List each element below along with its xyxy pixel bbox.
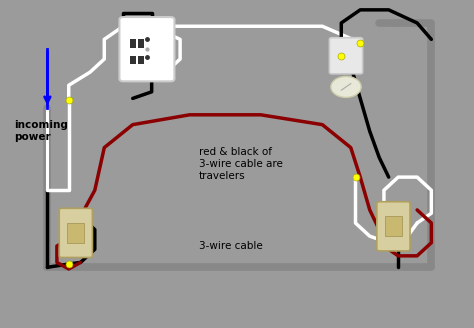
Text: incoming
power: incoming power bbox=[14, 120, 68, 142]
FancyBboxPatch shape bbox=[119, 17, 174, 81]
Text: red & black of
3-wire cable are
travelers: red & black of 3-wire cable are traveler… bbox=[199, 147, 283, 181]
FancyBboxPatch shape bbox=[377, 202, 410, 251]
Bar bbox=[385, 216, 402, 236]
Text: 3-wire cable: 3-wire cable bbox=[199, 241, 263, 251]
Bar bbox=[130, 39, 136, 48]
Bar bbox=[138, 39, 144, 48]
FancyBboxPatch shape bbox=[329, 38, 363, 74]
Circle shape bbox=[331, 76, 361, 97]
Bar bbox=[138, 56, 144, 64]
FancyBboxPatch shape bbox=[59, 208, 92, 257]
Bar bbox=[67, 223, 84, 243]
Bar bbox=[130, 56, 136, 64]
